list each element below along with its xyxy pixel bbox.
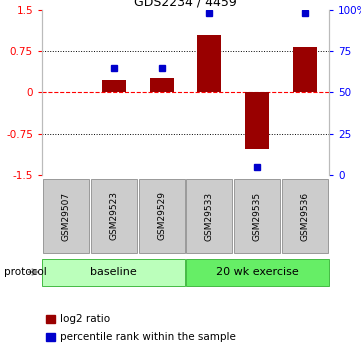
Text: percentile rank within the sample: percentile rank within the sample xyxy=(60,332,236,342)
Text: GSM29507: GSM29507 xyxy=(61,191,70,240)
Bar xyxy=(91,179,137,254)
Text: GSM29523: GSM29523 xyxy=(109,191,118,240)
Bar xyxy=(282,179,328,254)
Bar xyxy=(43,258,185,286)
Text: log2 ratio: log2 ratio xyxy=(60,314,110,324)
Bar xyxy=(149,78,174,92)
Text: GSM29529: GSM29529 xyxy=(157,191,166,240)
Text: 20 wk exercise: 20 wk exercise xyxy=(216,267,299,277)
Text: protocol: protocol xyxy=(4,267,46,277)
Text: baseline: baseline xyxy=(90,267,137,277)
Bar xyxy=(43,179,89,254)
Bar xyxy=(197,35,221,92)
Text: GSM29535: GSM29535 xyxy=(253,191,262,240)
Text: GSM29536: GSM29536 xyxy=(301,191,310,240)
Bar xyxy=(139,179,184,254)
Bar xyxy=(234,179,280,254)
Bar xyxy=(102,80,126,92)
Bar xyxy=(187,179,232,254)
Bar xyxy=(293,47,317,92)
Bar xyxy=(186,258,329,286)
Bar xyxy=(245,92,269,149)
Title: GDS2234 / 4459: GDS2234 / 4459 xyxy=(134,0,237,9)
Text: GSM29533: GSM29533 xyxy=(205,191,214,240)
